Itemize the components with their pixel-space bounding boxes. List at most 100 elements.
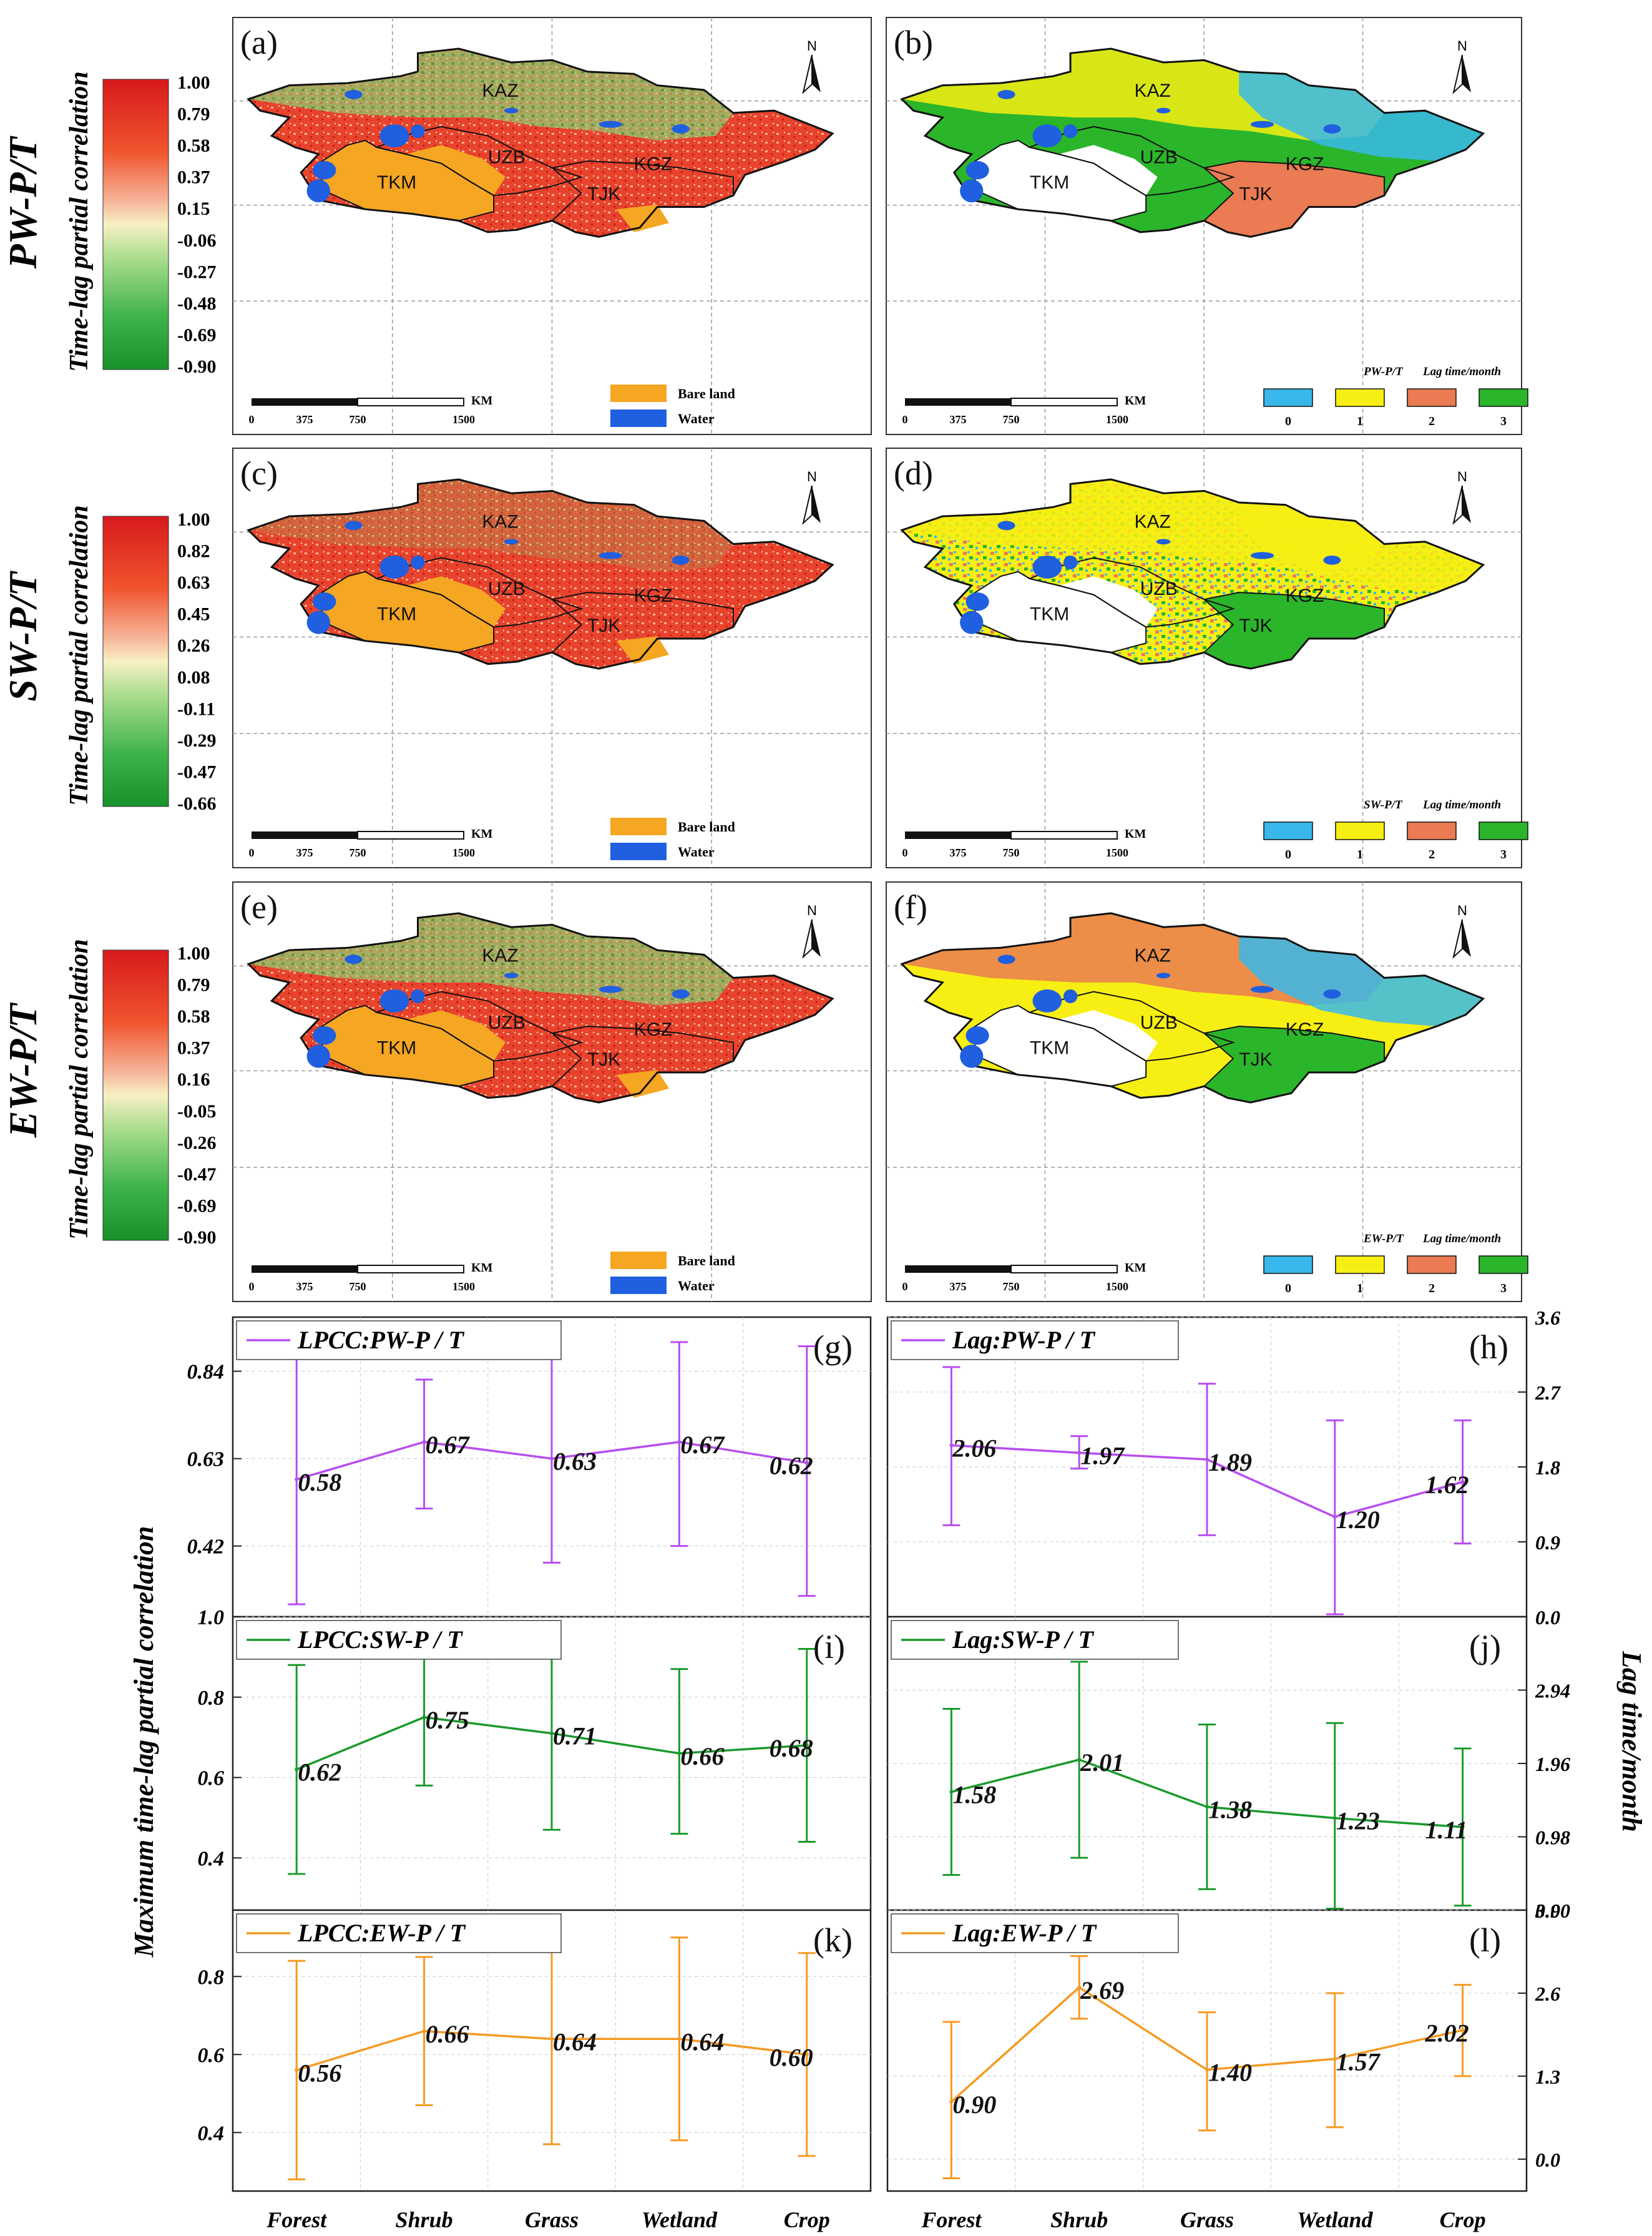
lag-class-zone <box>1239 936 1483 1027</box>
colorbar-tick-label: 0.08 <box>177 667 210 688</box>
y-tick-label: 3.6 <box>1535 1307 1560 1329</box>
legend-swatch-water <box>610 409 667 427</box>
country-label-kgz: KGZ <box>634 586 673 606</box>
colorbar-tick-label: 0.63 <box>177 572 210 593</box>
data-point <box>804 2052 809 2057</box>
map-panels: KAZ UZB TKM KGZ TJK (a) N KM 0 375 750 1500 Bare lan… <box>232 17 1528 1302</box>
lag-legend-swatch <box>1478 821 1528 840</box>
value-label: 1.97 <box>1080 1441 1125 1469</box>
lag-legend-class-label: 1 <box>1357 1282 1363 1295</box>
colorbar-tick-label: -0.27 <box>177 262 217 282</box>
scale-unit: KM <box>471 827 493 841</box>
north-arrow-icon <box>812 919 821 957</box>
colorbar-tick-label: 0.58 <box>177 1006 210 1027</box>
legend-series-label: Lag:EW-P / T <box>952 1919 1097 1947</box>
y-tick-label: 1.0 <box>198 1606 225 1629</box>
bare-land-area <box>406 145 506 196</box>
chart-panel-i: 0.4 0.6 0.8 1.0 0.62 0.75 0.71 0.66 0.68 LPCC:SW-… <box>198 1606 872 1911</box>
north-arrow-icon <box>1462 486 1471 523</box>
x-tick-label: Crop <box>1440 2207 1486 2232</box>
y-tick-label: 3.9 <box>1535 1900 1560 1922</box>
country-label-tjk: TJK <box>1239 1049 1272 1070</box>
water-body <box>312 161 336 180</box>
y-tick-label: 0.42 <box>187 1536 225 1559</box>
chart-panel-h: 0.0 0.9 1.8 2.7 3.6 2.06 1.97 1.89 1.20 1.62 Lag:P… <box>886 1307 1562 1629</box>
value-label: 0.68 <box>770 1734 813 1762</box>
colorbar-tick-label: 0.16 <box>177 1069 210 1090</box>
panel-label: (k) <box>813 1921 853 1959</box>
colorbar-tick-label: -0.26 <box>177 1132 217 1153</box>
water-body <box>504 973 519 979</box>
colorbar-titles: Time-lag partial correlation Time-lag pa… <box>65 71 94 1239</box>
data-point <box>1332 1816 1337 1820</box>
map-panel-f: KAZ UZB TKM KGZ TJK (f) N KM 0 375 750 1500 EW-P/T La… <box>886 881 1528 1302</box>
lag-legend-title: Lag time/month <box>1422 798 1501 812</box>
lag-legend-swatch <box>1335 388 1385 407</box>
data-point <box>422 1440 426 1444</box>
north-arrow-icon <box>812 486 821 523</box>
y-tick-label: 0.8 <box>198 1966 225 1989</box>
north-arrow-icon <box>1462 55 1471 92</box>
scale-bar <box>357 398 464 406</box>
data-point <box>804 1461 809 1465</box>
colorbar-tick-label: 1.00 <box>177 943 210 964</box>
value-label: 0.90 <box>952 2091 996 2119</box>
legend-label-bare-land: Bare land <box>678 1253 735 1268</box>
colorbar-tick-label: -0.66 <box>177 793 217 814</box>
scale-tick-label: 1500 <box>452 1280 475 1293</box>
data-point <box>295 1767 299 1772</box>
data-point <box>1077 1985 1082 1989</box>
y-tick-label: 2.7 <box>1535 1381 1562 1404</box>
x-tick-label: Grass <box>1180 2207 1234 2232</box>
water-body <box>504 539 519 545</box>
country-label-tjk: TJK <box>587 184 620 204</box>
data-point <box>1205 1805 1209 1809</box>
data-point <box>550 2037 554 2041</box>
map-panel-b: KAZ UZB TKM KGZ TJK (b) N KM 0 375 750 1500 PW-P/T La… <box>886 17 1528 435</box>
negative-correlation-zone <box>248 49 733 140</box>
scale-bar <box>905 398 1011 406</box>
scale-tick-label: 0 <box>249 1280 255 1293</box>
lag-legend-swatch <box>1407 821 1457 840</box>
y-tick-label: 0.6 <box>198 1767 225 1790</box>
colorbar-tick-label: -0.05 <box>177 1101 217 1122</box>
water-body <box>965 592 989 611</box>
value-label: 0.67 <box>426 1431 471 1459</box>
lag-legend-class-label: 1 <box>1357 414 1363 428</box>
data-point <box>422 2029 426 2033</box>
north-arrow-icon <box>812 55 821 92</box>
country-label-tjk: TJK <box>587 615 620 636</box>
no-data-area <box>1058 1010 1158 1061</box>
value-label: 0.62 <box>298 1758 341 1787</box>
legend-label-water: Water <box>678 844 715 860</box>
lag-legend-swatch <box>1478 1255 1528 1274</box>
y-tick-label: 0.4 <box>198 1847 225 1870</box>
legend-label-water: Water <box>678 1278 715 1293</box>
value-label: 0.64 <box>553 2028 597 2056</box>
data-point <box>550 1456 554 1461</box>
lag-legend-title: Lag time/month <box>1422 1232 1501 1245</box>
water-body <box>379 124 409 147</box>
country-label-tkm: TKM <box>1030 604 1069 624</box>
lag-class-zone <box>1204 592 1385 669</box>
y-tick-label: 1.96 <box>1535 1753 1570 1775</box>
y-tick-label: 0.63 <box>187 1448 225 1471</box>
scale-bar <box>1010 398 1118 406</box>
water-body <box>960 1044 984 1068</box>
panel-label: (e) <box>240 888 278 926</box>
water-body <box>1156 107 1171 114</box>
country-label-tkm: TKM <box>377 604 416 624</box>
series-legend <box>236 1320 562 1360</box>
no-data-area <box>1058 576 1158 627</box>
bare-land-area <box>616 636 669 664</box>
scale-tick-label: 0 <box>902 846 908 859</box>
panel-label: (d) <box>894 454 933 492</box>
data-point <box>677 2037 682 2041</box>
country-label-uzb: UZB <box>488 579 525 599</box>
country-border <box>1027 125 1236 197</box>
scale-tick-label: 750 <box>349 413 366 426</box>
data-point <box>949 2099 954 2104</box>
water-body <box>1032 124 1062 147</box>
scale-tick-label: 375 <box>296 1280 313 1293</box>
